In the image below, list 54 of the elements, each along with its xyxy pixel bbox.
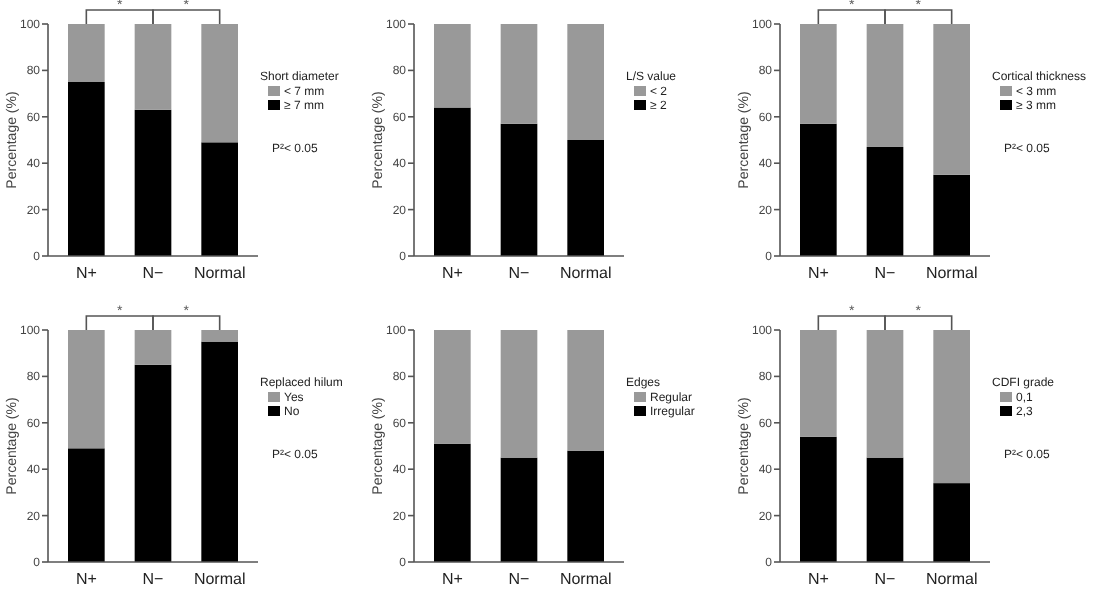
x-tick-label: Normal xyxy=(925,264,978,282)
bar xyxy=(567,24,604,140)
x-tick-label: N+ xyxy=(807,570,830,588)
bar xyxy=(800,123,837,256)
bar xyxy=(434,330,471,444)
bar xyxy=(68,330,105,449)
bar xyxy=(866,146,904,256)
x-tick-label: Normal xyxy=(559,264,612,282)
x-tick-label: N− xyxy=(142,264,165,282)
bar xyxy=(866,330,904,458)
x-tick-label: N− xyxy=(874,570,897,588)
x-tick-label: N− xyxy=(508,570,531,588)
bar xyxy=(500,330,538,458)
bar xyxy=(201,330,238,342)
bar xyxy=(201,341,238,562)
x-tick-label: N+ xyxy=(75,264,98,282)
bar xyxy=(68,24,105,82)
bar xyxy=(567,450,604,562)
bar xyxy=(866,457,904,562)
x-tick-label: Normal xyxy=(193,570,246,588)
x-tick-label: Normal xyxy=(193,264,246,282)
x-tick-label: Normal xyxy=(559,570,612,588)
x-tick-label: N+ xyxy=(807,264,830,282)
bar xyxy=(500,123,538,256)
bar xyxy=(201,24,238,143)
bar xyxy=(933,330,970,484)
x-tick-label: N+ xyxy=(441,264,464,282)
x-tick-label: N− xyxy=(874,264,897,282)
x-tick-label: N− xyxy=(142,570,165,588)
x-tick-label: Normal xyxy=(925,570,978,588)
bar xyxy=(134,330,172,365)
bar xyxy=(434,107,471,256)
bar xyxy=(134,24,172,110)
bar xyxy=(134,109,172,256)
x-tick-label: N+ xyxy=(75,570,98,588)
x-tick-label: N+ xyxy=(441,570,464,588)
bar xyxy=(933,483,970,562)
bar xyxy=(434,443,471,562)
bar xyxy=(500,24,538,124)
bar xyxy=(134,364,172,562)
bar xyxy=(68,82,105,256)
bar xyxy=(434,24,471,108)
bar xyxy=(933,174,970,256)
bar xyxy=(500,457,538,562)
bar xyxy=(567,330,604,451)
bar xyxy=(68,448,105,562)
bar xyxy=(933,24,970,175)
bar xyxy=(800,436,837,562)
bar xyxy=(866,24,904,147)
bar xyxy=(567,140,604,256)
bar xyxy=(201,142,238,256)
bar xyxy=(800,24,837,124)
x-tick-label: N− xyxy=(508,264,531,282)
bar xyxy=(800,330,837,437)
